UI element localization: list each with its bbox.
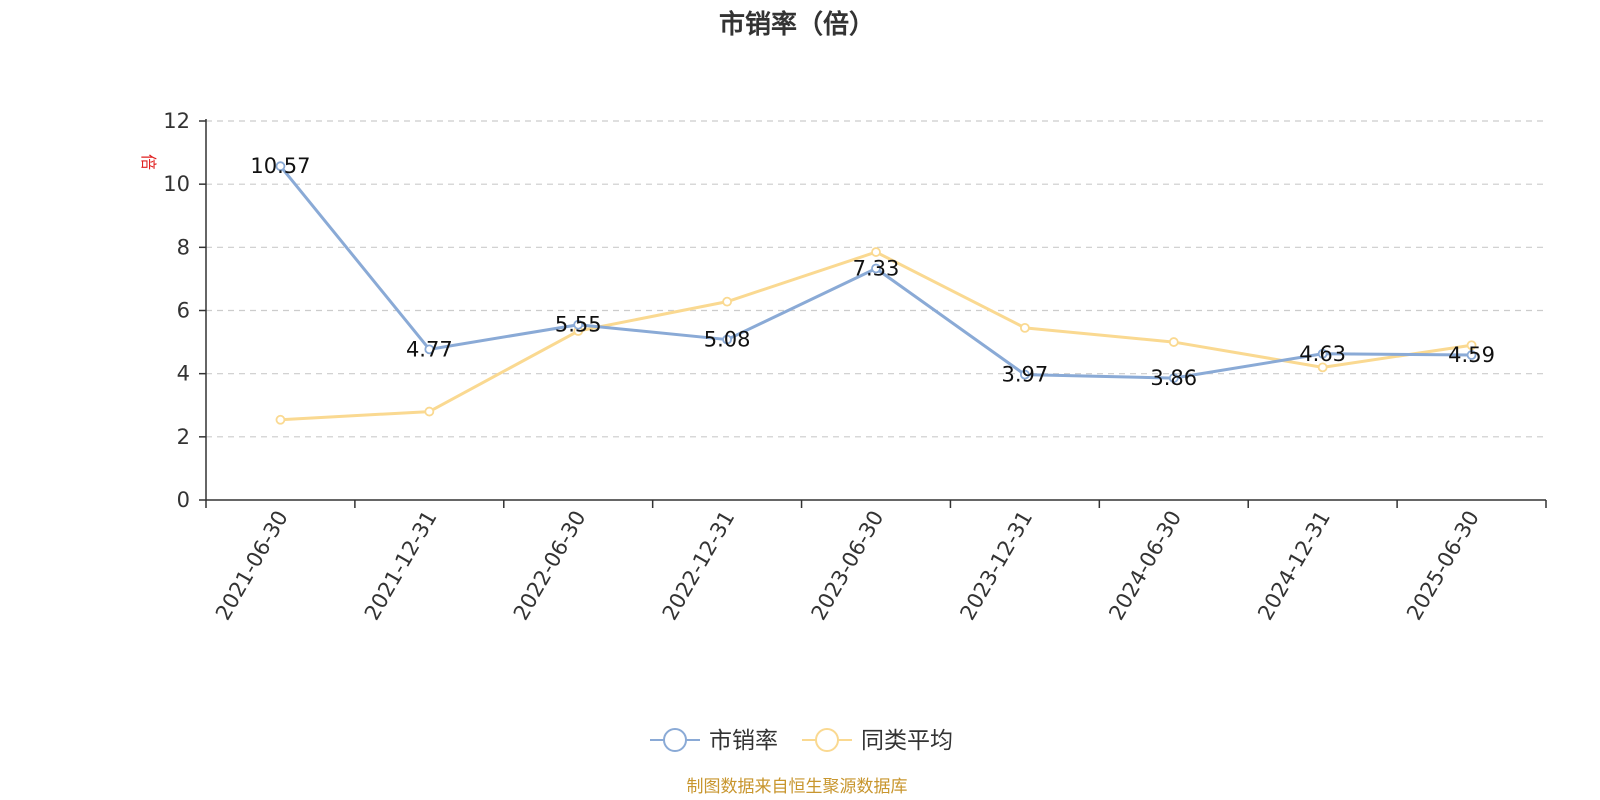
data-point [1168,373,1179,383]
data-point [424,406,435,417]
data-label: 4.59 [1448,343,1495,367]
legend-label[interactable]: 同类平均 [861,728,953,754]
data-label: 3.97 [1002,363,1049,387]
y-tick-label: 8 [177,235,190,259]
source-note: 制图数据来自恒生聚源数据库 [687,777,908,797]
data-point [275,414,286,425]
x-tick-label: 2024-06-30 [1104,507,1186,625]
chart-title: 市销率（倍） [719,9,875,40]
y-tick-label: 2 [177,425,190,449]
data-point [1019,322,1030,333]
data-point [871,263,881,274]
y-tick-label: 0 [177,488,190,512]
data-label: 3.86 [1150,366,1197,390]
x-tick-label: 2023-12-31 [955,507,1037,625]
x-tick-label: 2022-12-31 [658,507,740,625]
series-layer [275,161,1477,425]
data-point [275,161,286,172]
data-point [573,319,584,330]
legend-marker[interactable] [815,728,839,752]
y-tick-label: 4 [177,362,190,386]
data-labels: 10.57 4.77 5.55 5.08 7.33 3.97 3.86 4.63 4.59 [250,154,1495,390]
data-point [1317,348,1328,359]
data-point [1168,337,1179,347]
data-point [1019,369,1030,380]
data-point [722,296,733,307]
y-tick-label: 10 [163,172,190,196]
y-unit-label: 倍 [139,154,158,170]
data-label: 10.57 [250,154,310,178]
axes [205,119,1546,501]
data-label: 7.33 [853,256,900,280]
data-point [424,344,435,355]
data-point [1317,362,1328,373]
legend-label[interactable]: 市销率 [709,728,778,754]
x-tick-label: 2025-06-30 [1402,507,1484,625]
data-point [1466,340,1477,351]
data-label: 4.77 [406,337,453,361]
data-label: 4.63 [1299,342,1346,366]
x-axis-ticks: 2021-06-30 2021-12-31 2022-06-30 2022-12-31… [205,500,1547,625]
y-tick-label: 6 [177,299,190,323]
x-tick-label: 2021-06-30 [211,507,293,625]
data-point [1466,350,1477,360]
y-axis-ticks: 0 2 4 6 8 10 12 [163,109,206,512]
data-label: 5.55 [555,313,602,337]
data-point [871,247,881,257]
legend[interactable]: 市销率 同类平均 [650,728,953,754]
grid-lines [206,120,1546,438]
x-tick-label: 2023-06-30 [807,507,889,625]
legend-marker[interactable] [663,728,687,752]
y-tick-label: 12 [163,109,190,133]
x-tick-label: 2021-12-31 [360,507,442,625]
data-point [722,334,733,345]
x-tick-label: 2022-06-30 [509,507,591,625]
data-label: 5.08 [704,328,751,352]
x-tick-label: 2024-12-31 [1253,507,1335,625]
